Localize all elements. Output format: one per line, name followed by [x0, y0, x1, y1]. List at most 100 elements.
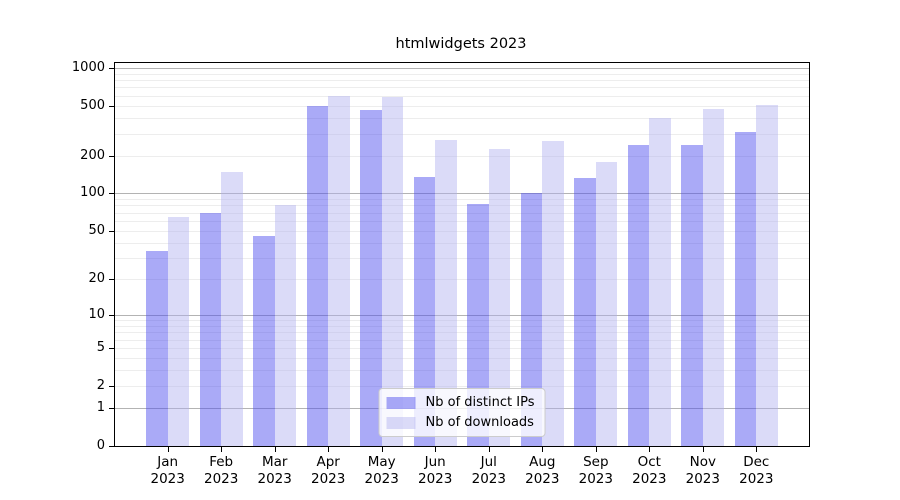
y-tick-label: 200	[80, 147, 105, 163]
x-tick-mark	[221, 446, 223, 452]
bar-distinct-ips-oct	[627, 145, 650, 446]
minor-gridline	[115, 105, 809, 107]
bar-distinct-ips-aug	[520, 192, 543, 446]
x-tick-year: 2023	[311, 471, 346, 488]
x-tick-label: Sep 2023	[579, 454, 613, 489]
x-tick-mark	[756, 446, 758, 452]
minor-gridline	[115, 385, 809, 387]
minor-gridline	[115, 242, 809, 244]
x-tick-month: Sep	[583, 454, 609, 470]
bar-downloads-sep	[595, 162, 618, 446]
y-tick-label: 20	[88, 271, 105, 287]
x-tick-year: 2023	[257, 471, 292, 488]
minor-gridline	[115, 87, 809, 89]
x-tick-label: Oct 2023	[632, 454, 666, 489]
y-tick-label: 500	[80, 97, 105, 113]
legend-label: Nb of distinct IPs	[425, 395, 535, 410]
minor-gridline	[115, 79, 809, 81]
x-tick-mark	[435, 446, 437, 452]
y-tick-mark	[109, 408, 115, 409]
x-tick-month: Dec	[743, 454, 770, 470]
minor-gridline	[115, 73, 809, 75]
bar-downloads-mar	[274, 205, 297, 446]
minor-gridline	[115, 212, 809, 214]
x-tick-year: 2023	[204, 471, 239, 488]
plot-area: 0 1 2 5 10 20 50 100 200 500 1000 Jan 2023 Feb 2023 Mar…	[72, 60, 810, 487]
x-tick-mark	[702, 446, 704, 452]
x-tick-month: Jun	[424, 454, 446, 470]
minor-gridline	[115, 133, 809, 135]
x-tick-mark	[328, 446, 330, 452]
minor-gridline	[115, 347, 809, 349]
x-tick-label: Feb 2023	[204, 454, 238, 489]
y-tick-mark	[109, 347, 115, 349]
legend: Nb of distinct IPs Nb of downloads	[378, 388, 546, 437]
x-tick-label: Apr 2023	[311, 454, 345, 489]
y-tick-label: 100	[80, 185, 105, 201]
x-tick-year: 2023	[150, 471, 185, 488]
bar-downloads-jan	[167, 217, 190, 446]
minor-gridline	[115, 230, 809, 232]
bar-distinct-ips-dec	[734, 132, 757, 446]
y-tick-label: 1000	[71, 59, 105, 75]
x-tick-year: 2023	[685, 471, 720, 488]
x-tick-mark	[649, 446, 651, 452]
bar-distinct-ips-may	[360, 110, 382, 446]
x-tick-year: 2023	[418, 471, 453, 488]
legend-item: Nb of downloads	[386, 415, 535, 430]
y-tick-label: 1	[96, 400, 105, 416]
legend-item: Nb of distinct IPs	[386, 395, 535, 410]
major-gridline	[115, 314, 809, 316]
x-tick-year: 2023	[471, 471, 506, 488]
legend-swatch	[386, 416, 416, 429]
y-tick-mark	[109, 155, 115, 157]
bar-downloads-feb	[221, 171, 243, 446]
bar-distinct-ips-jul	[467, 204, 489, 446]
legend-swatch	[386, 396, 416, 409]
bar-downloads-oct	[649, 117, 671, 446]
minor-gridline	[115, 205, 809, 207]
bar-downloads-apr	[328, 96, 350, 446]
x-tick-label: Jul 2023	[472, 454, 506, 489]
x-tick-label: Jan 2023	[151, 454, 185, 489]
minor-gridline	[115, 95, 809, 97]
y-tick-mark	[109, 193, 115, 195]
x-tick-month: Aug	[529, 454, 556, 470]
chart-title: htmlwidgets 2023	[395, 36, 527, 52]
bar-downloads-jul	[488, 148, 511, 446]
y-tick-label: 2	[96, 377, 105, 393]
minor-gridline	[115, 332, 809, 334]
x-tick-year: 2023	[632, 471, 667, 488]
x-tick-month: May	[367, 454, 396, 470]
bar-downloads-may	[381, 97, 404, 446]
bar-distinct-ips-apr	[306, 106, 329, 446]
minor-gridline	[115, 319, 809, 321]
x-tick-label: Nov 2023	[686, 454, 720, 489]
minor-gridline	[115, 117, 809, 119]
x-tick-month: Oct	[637, 454, 661, 470]
x-tick-mark	[595, 446, 597, 452]
minor-gridline	[115, 220, 809, 222]
y-tick-label: 10	[88, 306, 105, 322]
bar-downloads-dec	[756, 105, 778, 446]
minor-gridline	[115, 279, 809, 281]
bar-downloads-jun	[435, 140, 457, 446]
y-tick-mark	[109, 446, 115, 447]
x-tick-year: 2023	[739, 471, 774, 488]
major-gridline	[115, 67, 809, 69]
y-tick-mark	[109, 230, 115, 232]
bar-distinct-ips-mar	[253, 236, 275, 446]
x-tick-month: Nov	[689, 454, 716, 470]
bar-distinct-ips-sep	[574, 178, 596, 446]
y-tick-mark	[109, 67, 115, 69]
x-tick-month: Mar	[261, 454, 288, 470]
y-tick-mark	[109, 314, 115, 316]
x-tick-label: Aug 2023	[525, 454, 559, 489]
x-tick-mark	[542, 446, 544, 452]
x-tick-year: 2023	[364, 471, 399, 488]
y-tick-mark	[109, 385, 115, 387]
y-tick-label: 0	[96, 438, 105, 454]
bar-distinct-ips-jan	[146, 251, 168, 446]
x-tick-label: Jun 2023	[418, 454, 452, 489]
minor-gridline	[115, 357, 809, 359]
